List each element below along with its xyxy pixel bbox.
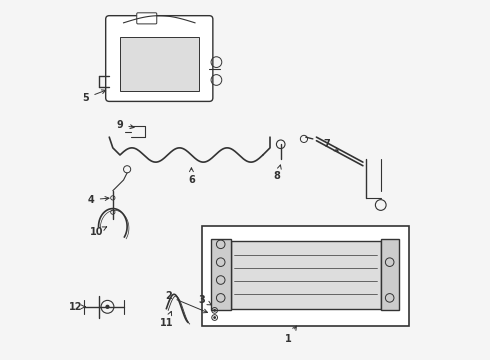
Text: 9: 9 xyxy=(117,120,134,130)
FancyBboxPatch shape xyxy=(106,16,213,102)
FancyBboxPatch shape xyxy=(137,13,157,24)
Text: 5: 5 xyxy=(83,90,106,103)
Text: 11: 11 xyxy=(160,311,173,328)
Text: 3: 3 xyxy=(199,295,211,305)
Text: 7: 7 xyxy=(324,139,338,151)
Circle shape xyxy=(214,310,215,311)
Circle shape xyxy=(214,317,215,318)
FancyBboxPatch shape xyxy=(202,226,409,327)
Text: 10: 10 xyxy=(90,227,107,237)
FancyBboxPatch shape xyxy=(211,239,231,310)
Text: 2: 2 xyxy=(165,291,207,313)
Circle shape xyxy=(106,305,109,308)
FancyBboxPatch shape xyxy=(231,241,381,309)
FancyBboxPatch shape xyxy=(381,239,398,310)
Text: 1: 1 xyxy=(285,326,296,344)
Text: 6: 6 xyxy=(188,168,195,185)
FancyBboxPatch shape xyxy=(120,37,198,91)
Text: 12: 12 xyxy=(69,302,85,312)
Text: 8: 8 xyxy=(274,165,281,181)
Text: 4: 4 xyxy=(88,195,109,204)
